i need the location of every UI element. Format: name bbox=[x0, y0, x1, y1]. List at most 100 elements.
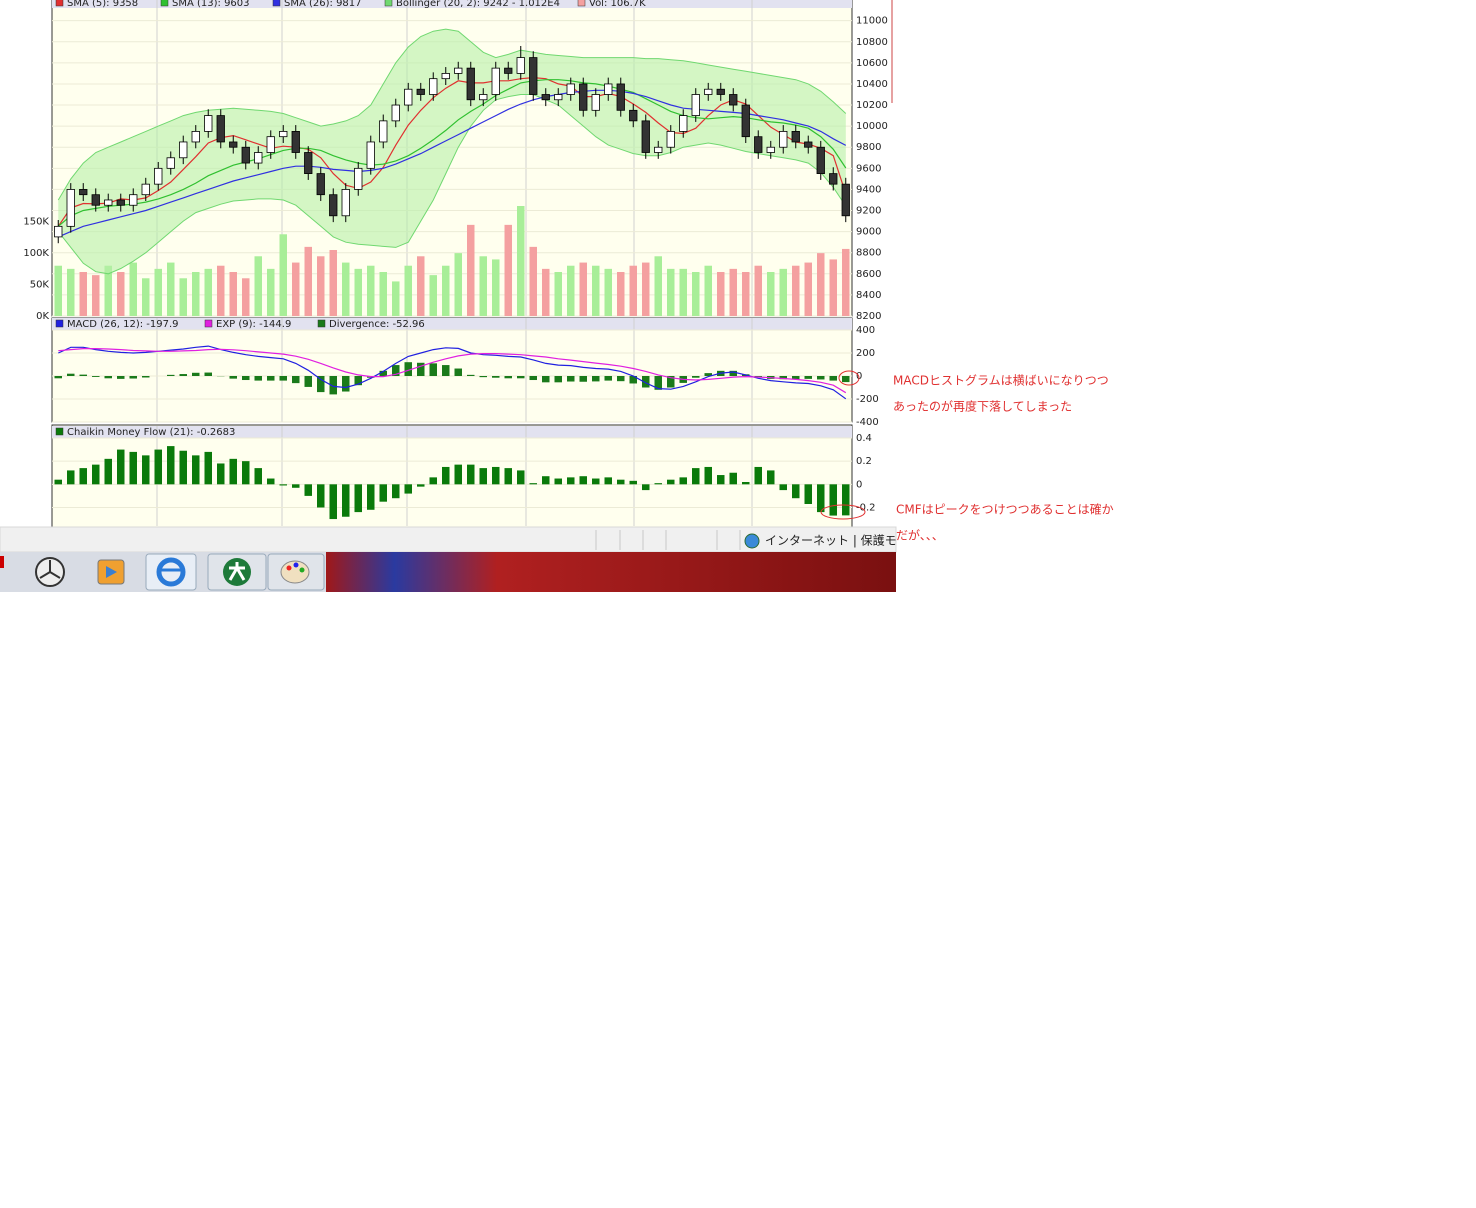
candle-body bbox=[566, 83, 575, 95]
bar bbox=[317, 256, 325, 316]
bar bbox=[154, 449, 162, 485]
bar bbox=[604, 268, 612, 316]
legend-label: Divergence: -52.96 bbox=[329, 319, 425, 330]
bar bbox=[167, 262, 175, 316]
legend-swatch bbox=[204, 319, 213, 328]
bar bbox=[492, 376, 500, 378]
bar bbox=[554, 272, 562, 316]
y-tick-label: 11000 bbox=[856, 16, 888, 27]
line bbox=[58, 89, 847, 238]
candle-body bbox=[554, 94, 563, 101]
y-tick-label: 10400 bbox=[856, 79, 888, 90]
bar bbox=[542, 476, 550, 485]
bar bbox=[417, 362, 425, 376]
candle-body bbox=[466, 67, 475, 101]
bar bbox=[254, 256, 262, 316]
taskbar-button[interactable] bbox=[207, 553, 267, 591]
bar bbox=[829, 259, 837, 316]
bar bbox=[142, 376, 150, 378]
bar bbox=[242, 461, 250, 485]
taskbar-button[interactable] bbox=[35, 557, 65, 587]
candle-body bbox=[654, 146, 663, 153]
bar bbox=[767, 470, 775, 485]
bar bbox=[592, 478, 600, 485]
bar bbox=[267, 268, 275, 316]
bar bbox=[179, 278, 187, 316]
bar bbox=[179, 450, 187, 485]
bar bbox=[617, 479, 625, 485]
y-tick-label: 8200 bbox=[856, 311, 881, 322]
legend-strip bbox=[52, 426, 852, 438]
bar bbox=[629, 376, 637, 384]
bar bbox=[817, 484, 825, 513]
bar bbox=[192, 272, 200, 316]
candle-body bbox=[579, 83, 588, 111]
bar bbox=[842, 484, 850, 516]
bar bbox=[217, 463, 225, 485]
bar bbox=[517, 206, 525, 316]
taskbar-button[interactable] bbox=[145, 553, 197, 591]
bar bbox=[754, 265, 762, 316]
bar bbox=[117, 449, 125, 485]
candle-body bbox=[316, 173, 325, 196]
legend-swatch bbox=[577, 0, 586, 7]
bar bbox=[179, 374, 187, 376]
y-tick-label: 10000 bbox=[856, 121, 888, 132]
taskbar-button[interactable] bbox=[267, 553, 325, 591]
candle-body bbox=[741, 104, 750, 138]
bar bbox=[467, 224, 475, 316]
bar bbox=[404, 265, 412, 316]
candle-body bbox=[729, 94, 738, 106]
bar bbox=[354, 268, 362, 316]
taskbar-button[interactable] bbox=[97, 559, 125, 585]
candle-body bbox=[441, 72, 450, 80]
legend-swatch bbox=[160, 0, 169, 7]
candle-body bbox=[254, 152, 263, 164]
bar bbox=[792, 484, 800, 499]
legend-label: EXP (9): -144.9 bbox=[216, 319, 291, 330]
bar bbox=[254, 468, 262, 485]
legend-swatch bbox=[55, 427, 64, 436]
bar bbox=[654, 483, 662, 485]
y2-tick-label: 100K bbox=[23, 248, 49, 259]
bar bbox=[842, 248, 850, 316]
bar bbox=[704, 373, 712, 376]
legend-swatch bbox=[55, 0, 64, 7]
candle-body bbox=[504, 67, 513, 74]
bar bbox=[167, 374, 175, 376]
y-tick-label: 0 bbox=[856, 479, 862, 490]
candle-body bbox=[641, 120, 650, 153]
candle-body bbox=[804, 141, 813, 148]
bar bbox=[392, 281, 400, 316]
bar bbox=[442, 365, 450, 376]
candle-body bbox=[216, 115, 225, 143]
bar bbox=[692, 468, 700, 485]
bar bbox=[279, 484, 287, 486]
taskbar-wallpaper bbox=[326, 552, 896, 592]
bar bbox=[229, 376, 237, 379]
bar bbox=[692, 376, 700, 378]
y-tick-label: 10800 bbox=[856, 37, 888, 48]
bar bbox=[479, 468, 487, 485]
candle-body bbox=[491, 67, 500, 95]
bar bbox=[342, 262, 350, 316]
status-bar bbox=[0, 526, 897, 553]
bar bbox=[54, 376, 62, 379]
bar bbox=[567, 376, 575, 382]
bar bbox=[579, 262, 587, 316]
bar bbox=[67, 470, 75, 485]
bar bbox=[479, 376, 487, 378]
bollinger-upper bbox=[57, 28, 847, 201]
bar bbox=[817, 253, 825, 316]
candle-body bbox=[666, 131, 675, 148]
bar bbox=[154, 268, 162, 316]
bar bbox=[142, 455, 150, 485]
bar bbox=[254, 376, 262, 381]
bar bbox=[729, 268, 737, 316]
bollinger-fill bbox=[58, 29, 846, 274]
bar bbox=[792, 376, 800, 380]
bar bbox=[742, 482, 750, 485]
bar bbox=[104, 265, 112, 316]
bar bbox=[504, 376, 512, 379]
bar bbox=[429, 477, 437, 485]
